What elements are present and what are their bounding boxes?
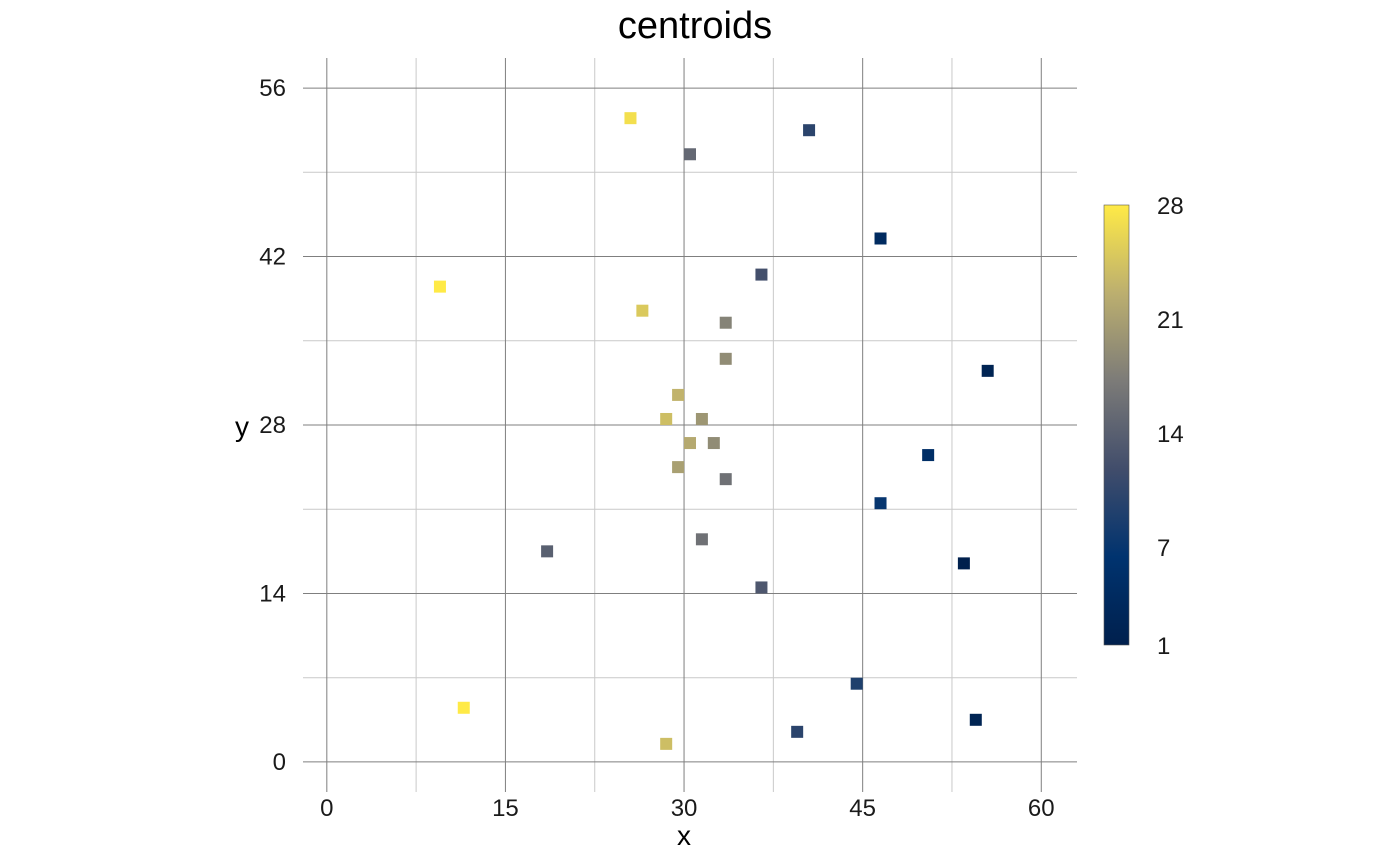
data-point — [755, 268, 768, 281]
data-point — [957, 557, 970, 570]
data-point — [707, 437, 720, 450]
x-axis-label: x — [677, 820, 691, 851]
grid-layer — [303, 58, 1077, 792]
colorbar-tick-label: 21 — [1157, 307, 1184, 334]
data-point — [850, 677, 863, 690]
x-tick-label: 15 — [492, 795, 519, 822]
y-axis-label: y — [235, 411, 249, 442]
data-point — [922, 449, 935, 462]
data-point — [755, 581, 768, 594]
colorbar — [1103, 204, 1130, 646]
data-point — [660, 737, 673, 750]
colorbar-tick-label: 7 — [1157, 535, 1170, 562]
x-tick-label: 60 — [1028, 795, 1055, 822]
points-layer — [433, 112, 994, 750]
x-tick-label: 0 — [320, 795, 333, 822]
y-tick-label: 14 — [259, 580, 286, 607]
data-point — [874, 232, 887, 245]
y-tick-label: 0 — [273, 749, 286, 776]
data-point — [672, 388, 685, 401]
chart-title: centroids — [618, 5, 772, 47]
colorbar-tick-label: 14 — [1157, 421, 1184, 448]
data-point — [791, 725, 804, 738]
y-tick-label: 28 — [259, 412, 286, 439]
data-point — [719, 316, 732, 329]
x-tick-label: 45 — [849, 795, 876, 822]
data-point — [660, 412, 673, 425]
data-point — [969, 713, 982, 726]
colorbar-tick-label: 1 — [1157, 633, 1170, 660]
data-point — [457, 701, 470, 714]
data-point — [719, 352, 732, 365]
data-point — [874, 497, 887, 510]
data-point — [695, 412, 708, 425]
data-point — [684, 148, 696, 161]
data-point — [672, 461, 685, 474]
data-point — [541, 545, 554, 558]
y-tick-label: 56 — [259, 75, 286, 102]
colorbar-tick-label: 28 — [1157, 193, 1184, 220]
x-tick-label: 30 — [671, 795, 698, 822]
y-tick-label: 42 — [259, 244, 286, 271]
data-point — [624, 112, 637, 125]
data-point — [981, 364, 994, 377]
data-point — [695, 533, 708, 546]
data-point — [684, 437, 696, 450]
axis-layer: 0 15 30 45 60 0 14 28 42 56 — [259, 75, 1054, 822]
data-point — [433, 280, 446, 293]
data-point — [803, 124, 816, 137]
data-point — [636, 304, 649, 317]
data-point — [719, 473, 732, 486]
legend-layer: 1 7 14 21 28 — [1103, 193, 1184, 660]
